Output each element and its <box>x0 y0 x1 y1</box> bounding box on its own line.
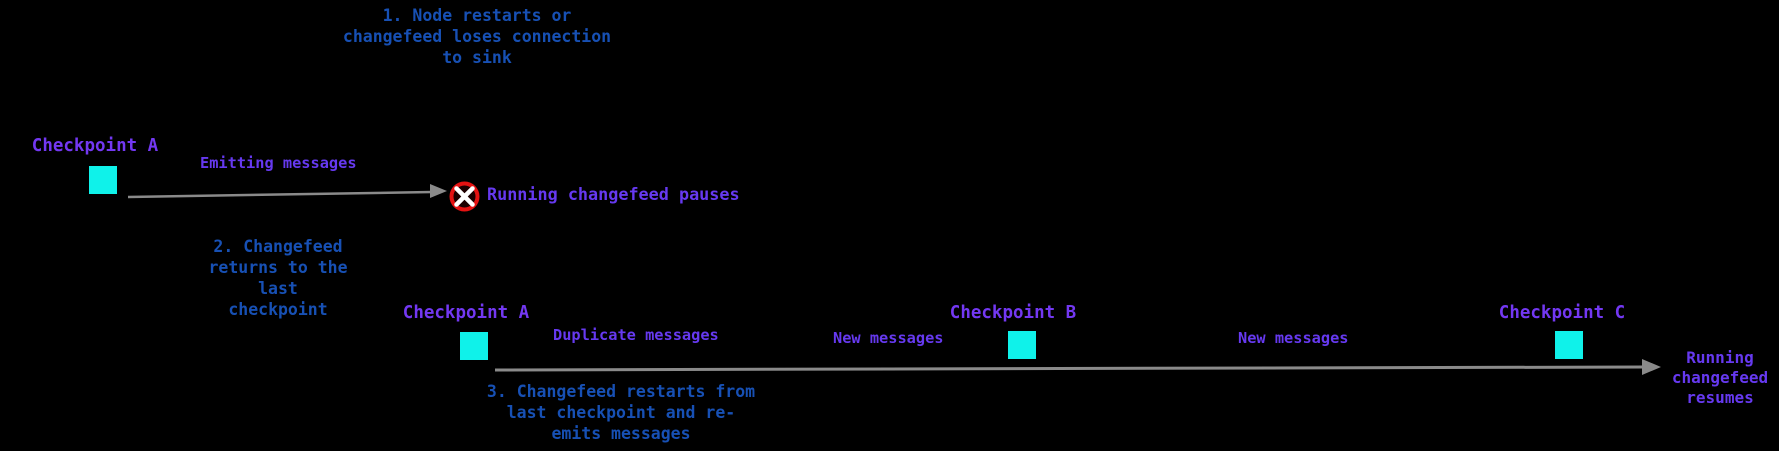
checkpoint-c-marker <box>1555 331 1583 359</box>
step2-line3: last <box>258 279 298 298</box>
resumes-line3: resumes <box>1686 388 1754 407</box>
step3-line1: 3. Changefeed restarts from <box>486 382 756 401</box>
running-changefeed-pauses-label: Running changefeed pauses <box>487 184 740 204</box>
checkpoint-c-label: Checkpoint C <box>1498 303 1626 323</box>
emitting-messages-label: Emitting messages <box>200 154 357 172</box>
resumes-line2: changefeed <box>1671 368 1769 387</box>
checkpoint-a-marker-timeline1 <box>89 166 117 194</box>
checkpoint-a-marker-timeline2 <box>460 332 488 360</box>
error-crossed-circle-icon <box>449 181 480 212</box>
step2-line4: checkpoint <box>228 300 328 319</box>
checkpoint-b-label: Checkpoint B <box>949 303 1077 323</box>
step1-line1: 1. Node restarts or <box>382 6 572 25</box>
step2-annotation: 2. Changefeed returns to the last checkp… <box>158 236 398 320</box>
checkpoint-a-label-timeline2: Checkpoint A <box>402 303 530 323</box>
step1-line3: to sink <box>442 48 512 67</box>
timeline2-arrow <box>494 359 1661 375</box>
new-messages-label-1: New messages <box>833 329 944 347</box>
step3-line3: emits messages <box>551 424 691 443</box>
resumes-line1: Running <box>1686 348 1754 367</box>
step1-annotation: 1. Node restarts or changefeed loses con… <box>297 5 657 68</box>
step3-line2: last checkpoint and re- <box>506 403 736 422</box>
step1-line2: changefeed loses connection <box>342 27 612 46</box>
checkpoint-b-marker <box>1008 331 1036 359</box>
timeline1-arrow <box>127 184 447 199</box>
step2-line1: 2. Changefeed <box>213 237 343 256</box>
step3-annotation: 3. Changefeed restarts from last checkpo… <box>441 381 801 444</box>
new-messages-label-2: New messages <box>1238 329 1349 347</box>
running-changefeed-resumes-label: Running changefeed resumes <box>1664 348 1776 408</box>
checkpoint-a-label-timeline1: Checkpoint A <box>31 136 159 156</box>
duplicate-messages-label: Duplicate messages <box>553 326 719 344</box>
step2-line2: returns to the <box>208 258 348 277</box>
